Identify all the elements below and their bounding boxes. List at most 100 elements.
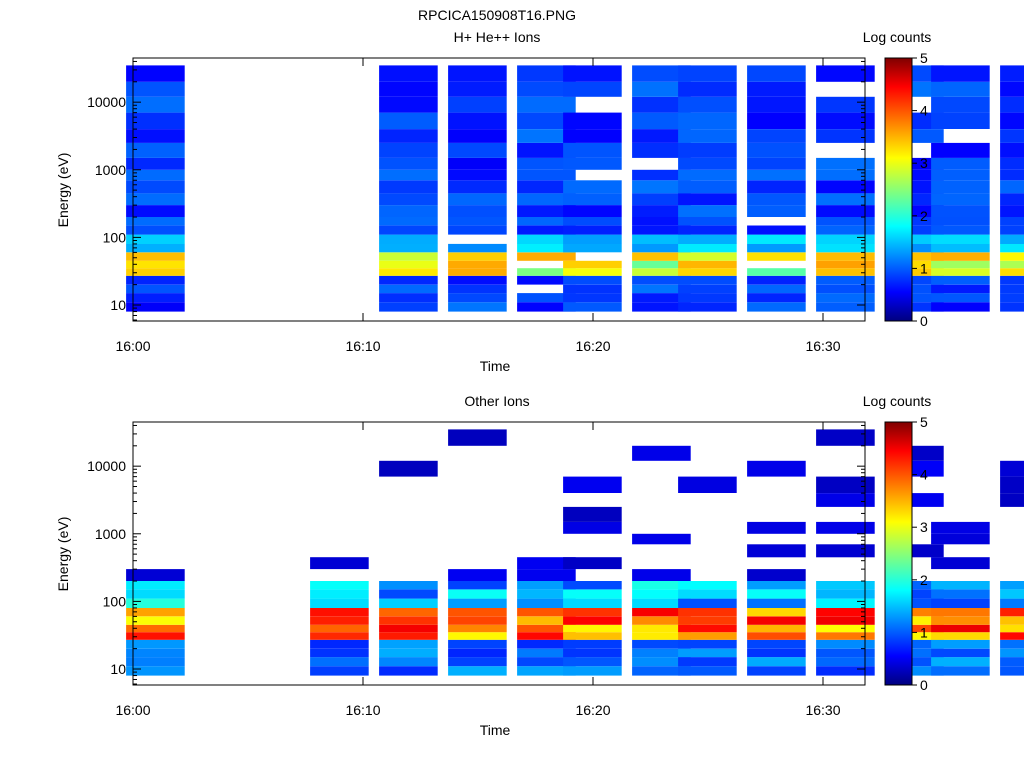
spectrogram-cell	[816, 284, 875, 294]
spectrogram-cell	[931, 65, 990, 82]
spectrogram-cell	[678, 169, 737, 181]
spectrogram-cell	[678, 639, 737, 649]
spectrogram-cell	[747, 112, 806, 129]
spectrogram-cell	[1000, 193, 1024, 206]
spectrogram-cell	[747, 302, 806, 312]
spectrogram-cell	[1000, 302, 1024, 312]
spectrogram-cell	[517, 639, 576, 649]
spectrogram-cell	[747, 639, 806, 649]
spectrogram-cell	[379, 225, 438, 235]
spectrogram-cell	[816, 639, 875, 649]
spectrogram-cell	[678, 598, 737, 608]
spectrogram-cell	[126, 616, 185, 625]
spectrogram-cell	[885, 284, 944, 294]
spectrogram-cell	[816, 252, 875, 261]
spectrogram-cell	[931, 657, 990, 667]
spectrogram-cell	[931, 260, 990, 269]
spectrogram-cell	[126, 632, 185, 640]
spectrogram-cell	[379, 112, 438, 129]
spectrogram-cell	[931, 284, 990, 294]
colorbar-tick-label: 4	[920, 103, 928, 119]
spectrogram-cell	[931, 581, 990, 590]
spectrogram-cell	[448, 598, 507, 608]
spectrogram-cell	[678, 65, 737, 82]
spectrogram-cell	[885, 293, 944, 303]
spectrogram-cell	[885, 252, 944, 261]
spectrogram-cell	[126, 666, 185, 676]
spectrogram-cell	[816, 476, 875, 493]
x-tick-label: 16:10	[345, 338, 380, 354]
spectrogram-cell	[379, 598, 438, 608]
spectrogram-cell	[448, 581, 507, 590]
spectrogram-cell	[747, 598, 806, 608]
spectrogram-cell	[816, 589, 875, 599]
spectrogram-cell	[747, 129, 806, 143]
spectrogram-cell	[517, 293, 576, 303]
spectrogram-cell	[678, 243, 737, 253]
spectrogram-cell	[517, 129, 576, 143]
spectrogram-cell	[517, 112, 576, 129]
spectrogram-cell	[885, 302, 944, 312]
spectrogram-cell	[931, 112, 990, 129]
spectrogram-cell	[379, 639, 438, 649]
spectrogram-cell	[931, 243, 990, 253]
spectrogram-cell	[126, 157, 185, 170]
spectrogram-cell	[517, 648, 576, 658]
colorbar-tick-label: 5	[920, 414, 928, 430]
spectrogram-cell	[563, 217, 622, 226]
spectrogram-cell	[678, 648, 737, 658]
spectrogram-cell	[816, 657, 875, 667]
spectrogram-cell	[885, 581, 944, 590]
spectrogram-cell	[632, 243, 691, 253]
spectrogram-cell	[563, 302, 622, 312]
spectrogram-cell	[379, 666, 438, 676]
spectrogram-cell	[517, 234, 576, 244]
spectrogram-cell	[632, 616, 691, 625]
y-axis-label: Energy (eV)	[55, 153, 71, 228]
x-tick-label: 16:20	[575, 338, 610, 354]
spectrogram-cell	[517, 180, 576, 194]
spectrogram-cell	[632, 129, 691, 143]
spectrogram-cell	[1000, 234, 1024, 244]
spectrogram-cell	[379, 142, 438, 158]
spectrogram-cell	[885, 225, 944, 235]
spectrogram-cell	[1000, 639, 1024, 649]
spectrogram-cell	[126, 569, 185, 581]
spectrogram-cell	[931, 589, 990, 599]
x-axis-label: Time	[480, 358, 511, 374]
spectrogram-cells	[126, 65, 1024, 312]
spectrogram-cell	[126, 129, 185, 143]
spectrogram-cell	[517, 81, 576, 97]
spectrogram-cell	[678, 476, 737, 493]
spectrogram-cell	[678, 268, 737, 276]
colorbar	[884, 57, 913, 322]
spectrogram-cell	[448, 81, 507, 97]
spectrogram-cell	[632, 648, 691, 658]
spectrogram-cell	[632, 293, 691, 303]
spectrogram-cell	[1000, 598, 1024, 608]
spectrogram-cell	[632, 569, 691, 581]
spectrogram-cell	[563, 243, 622, 253]
spectrogram-cell	[632, 193, 691, 206]
spectrogram-cell	[885, 260, 944, 269]
spectrogram-cell	[563, 624, 622, 633]
spectrogram-cell	[563, 589, 622, 599]
spectrogram-cell	[747, 252, 806, 261]
spectrogram-cell	[310, 632, 369, 640]
spectrogram-cell	[678, 632, 737, 640]
spectrogram-cell	[1000, 476, 1024, 493]
spectrogram-cell	[1000, 217, 1024, 226]
spectrogram-cell	[517, 169, 576, 181]
axes: 16:0016:1016:2016:3016:4016:5017:0010100…	[87, 422, 865, 718]
spectrogram-cell	[931, 157, 990, 170]
spectrogram-cell	[517, 589, 576, 599]
spectrogram-cell	[678, 589, 737, 599]
spectrogram-cell	[678, 607, 737, 617]
spectrogram-cell	[563, 142, 622, 158]
spectrogram-cell	[1000, 493, 1024, 507]
spectrogram-cell	[678, 581, 737, 590]
spectrogram-cell	[632, 302, 691, 312]
spectrogram-cell	[310, 624, 369, 633]
spectrogram-cell	[563, 639, 622, 649]
spectrogram-cell	[931, 234, 990, 244]
